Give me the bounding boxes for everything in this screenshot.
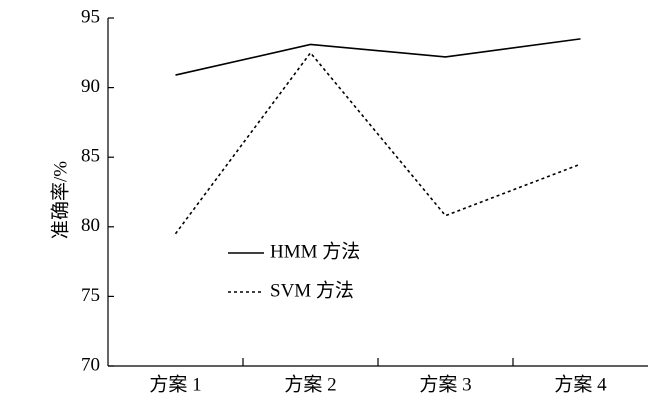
legend-label: HMM 方法 [270,240,360,262]
y-tick-label: 95 [81,6,100,27]
y-tick-label: 90 [81,76,100,97]
x-tick-label: 方案 2 [284,373,336,395]
y-tick-label: 85 [81,146,100,167]
legend-label: SVM 方法 [270,279,354,301]
series-line [174,51,581,235]
x-tick-label: 方案 1 [149,373,201,395]
x-tick-label: 方案 3 [419,373,471,395]
x-tick-label: 方案 4 [554,373,607,395]
y-tick-label: 70 [81,354,100,375]
series-line [175,38,581,76]
y-tick-label: 80 [81,215,100,236]
y-tick-label: 75 [81,285,100,306]
y-axis-label: 准确率/% [49,161,71,239]
